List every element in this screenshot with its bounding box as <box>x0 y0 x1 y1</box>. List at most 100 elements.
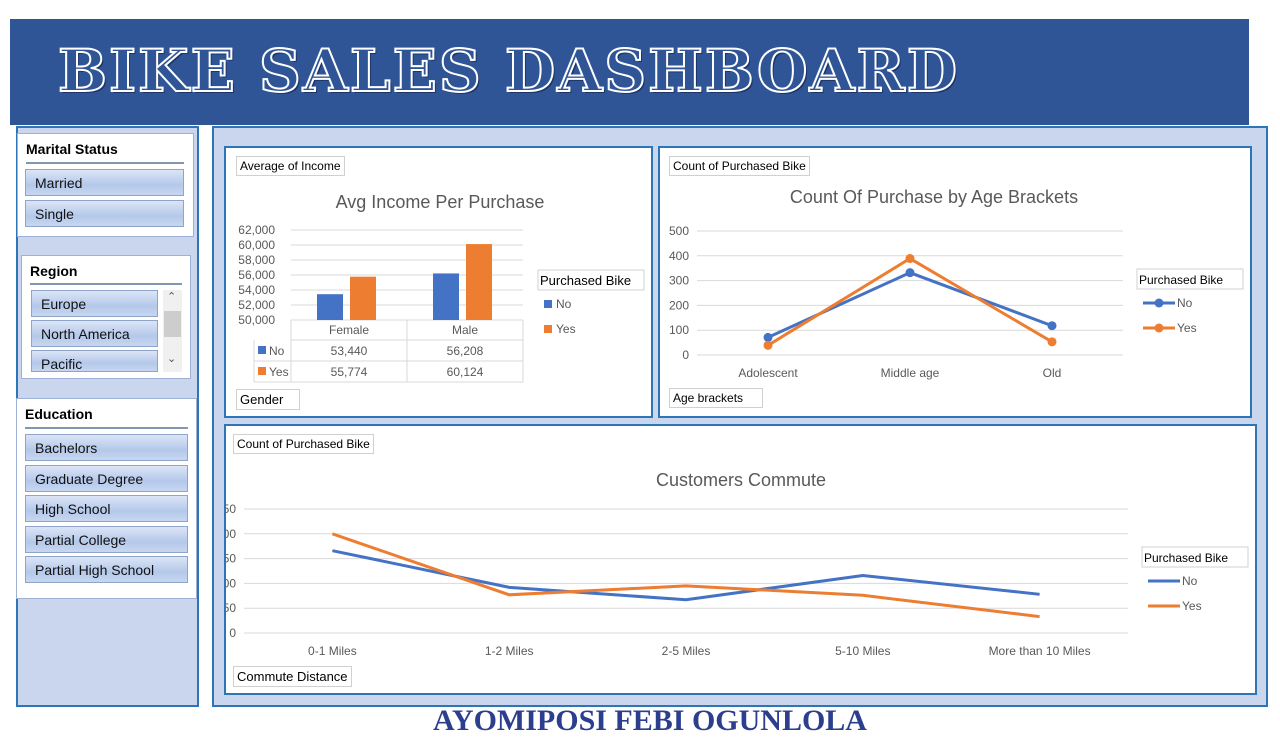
y-tick-label: 250 <box>226 502 236 516</box>
y-tick-label: 50 <box>226 601 236 615</box>
axis-field-button[interactable]: Gender <box>236 389 300 410</box>
y-tick-label: 50,000 <box>238 313 275 327</box>
legend-marker <box>1154 323 1164 333</box>
slicer-item-graduate-degree[interactable]: Graduate Degree <box>25 465 188 492</box>
y-tick-label: 56,000 <box>238 268 275 282</box>
slicer-item-pacific[interactable]: Pacific <box>31 350 158 372</box>
y-tick-label: 100 <box>669 323 689 337</box>
slicer-item-high-school[interactable]: High School <box>25 495 188 522</box>
y-tick-label: 54,000 <box>238 283 275 297</box>
field-button[interactable]: Count of Purchased Bike <box>669 156 810 176</box>
legend-key <box>544 300 552 308</box>
legend-title: Purchased Bike <box>540 273 631 288</box>
y-tick-label: 60,000 <box>238 238 275 252</box>
data-table-value: 55,774 <box>331 365 368 379</box>
scroll-up-icon[interactable]: ⌃ <box>167 291 177 303</box>
bar-yes <box>350 276 376 320</box>
chart-title: Customers Commute <box>656 470 826 490</box>
category-label: 0-1 Miles <box>308 644 357 658</box>
y-tick-label: 100 <box>226 576 236 590</box>
slicer-item-europe[interactable]: Europe <box>31 290 158 317</box>
category-label: Adolescent <box>738 366 798 380</box>
chart-svg: Avg Income Per Purchase 50,00052,00054,00… <box>238 192 645 383</box>
commute-chart: Customers Commute 0 50 100 150 200 250 0-1 Mile… <box>224 424 1257 695</box>
region-scrollbar[interactable]: ⌃ ⌄ <box>163 290 182 372</box>
y-tick-label: 500 <box>669 224 689 238</box>
legend-item: No <box>1182 574 1198 588</box>
dashboard-header: BIKE SALES DASHBOARD <box>10 19 1249 125</box>
field-button[interactable]: Average of Income <box>236 156 345 176</box>
region-slicer: Region Europe North America Pacific ⌃ ⌄ <box>21 255 191 379</box>
series-label: Yes <box>269 365 289 379</box>
legend-title: Purchased Bike <box>1144 551 1228 565</box>
category-label: Middle age <box>881 366 940 380</box>
legend-item: No <box>556 297 572 311</box>
data-point-no <box>763 332 773 342</box>
category-label: More than 10 Miles <box>989 644 1091 658</box>
legend-title-box <box>537 269 645 291</box>
category-label: Male <box>452 323 478 337</box>
slicer-item-single[interactable]: Single <box>25 200 184 227</box>
slicer-item-north-america[interactable]: North America <box>31 320 158 347</box>
y-tick-label: 150 <box>226 552 236 566</box>
category-label: 2-5 Miles <box>662 644 711 658</box>
slicer-item-partial-high-school[interactable]: Partial High School <box>25 556 188 583</box>
y-tick-label: 200 <box>226 527 236 541</box>
legend-item: No <box>1177 296 1193 310</box>
legend-key <box>258 367 266 375</box>
chart-svg: Customers Commute 0 50 100 150 200 250 0-1 Mile… <box>226 470 1249 658</box>
y-tick-label: 0 <box>682 348 689 362</box>
scroll-down-icon[interactable]: ⌄ <box>167 353 177 365</box>
series-label: No <box>269 344 285 358</box>
legend-title: Purchased Bike <box>1139 273 1223 287</box>
legend-marker <box>1154 298 1164 308</box>
y-tick-label: 300 <box>669 274 689 288</box>
chart-title: Avg Income Per Purchase <box>336 192 545 212</box>
category-label: 5-10 Miles <box>835 644 890 658</box>
legend-item: Yes <box>1177 321 1197 335</box>
slicer-title: Region <box>30 263 78 279</box>
data-point-yes <box>905 254 915 264</box>
bar-no <box>433 273 459 320</box>
divider <box>30 283 182 285</box>
chart-svg: Count Of Purchase by Age Brackets 0 100 200… <box>669 187 1244 380</box>
legend-item: Yes <box>556 322 576 336</box>
data-point-no <box>905 268 915 278</box>
axis-field-button[interactable]: Age brackets <box>669 388 763 408</box>
data-point-yes <box>763 340 773 350</box>
slicer-item-married[interactable]: Married <box>25 169 184 196</box>
slicer-item-partial-college[interactable]: Partial College <box>25 526 188 553</box>
y-tick-label: 58,000 <box>238 253 275 267</box>
category-label: Female <box>329 323 369 337</box>
author-name: AYOMIPOSI FEBI OGUNLOLA <box>433 704 867 737</box>
y-tick-label: 200 <box>669 298 689 312</box>
data-table-value: 60,124 <box>447 365 484 379</box>
dashboard-title: BIKE SALES DASHBOARD <box>57 36 960 106</box>
data-table-value: 53,440 <box>331 344 368 358</box>
legend-title-box <box>1136 268 1244 290</box>
bar-no <box>317 294 343 320</box>
marital-status-slicer: Marital Status Married Single <box>17 133 194 237</box>
divider <box>25 427 188 429</box>
y-tick-label: 62,000 <box>238 223 275 237</box>
y-tick-label: 52,000 <box>238 298 275 312</box>
data-table-value: 56,208 <box>447 344 484 358</box>
slicer-item-bachelors[interactable]: Bachelors <box>25 434 188 461</box>
line-series-no <box>332 549 1040 602</box>
line-series-yes <box>331 532 1040 619</box>
chart-title: Count Of Purchase by Age Brackets <box>790 187 1078 207</box>
slicer-title: Marital Status <box>26 141 118 157</box>
field-button[interactable]: Count of Purchased Bike <box>233 434 374 454</box>
slicer-title: Education <box>25 406 93 422</box>
scroll-thumb[interactable] <box>164 311 181 337</box>
legend-key <box>258 346 266 354</box>
legend-item: Yes <box>1182 599 1202 613</box>
data-point-no <box>1047 321 1057 331</box>
bar-yes <box>466 244 492 320</box>
category-label: Old <box>1043 366 1062 380</box>
divider <box>26 162 184 164</box>
axis-field-button[interactable]: Commute Distance <box>233 666 352 687</box>
data-point-yes <box>1047 337 1057 347</box>
legend-title-box <box>1141 546 1249 568</box>
age-brackets-chart: Count Of Purchase by Age Brackets 0 100 200… <box>658 146 1252 418</box>
